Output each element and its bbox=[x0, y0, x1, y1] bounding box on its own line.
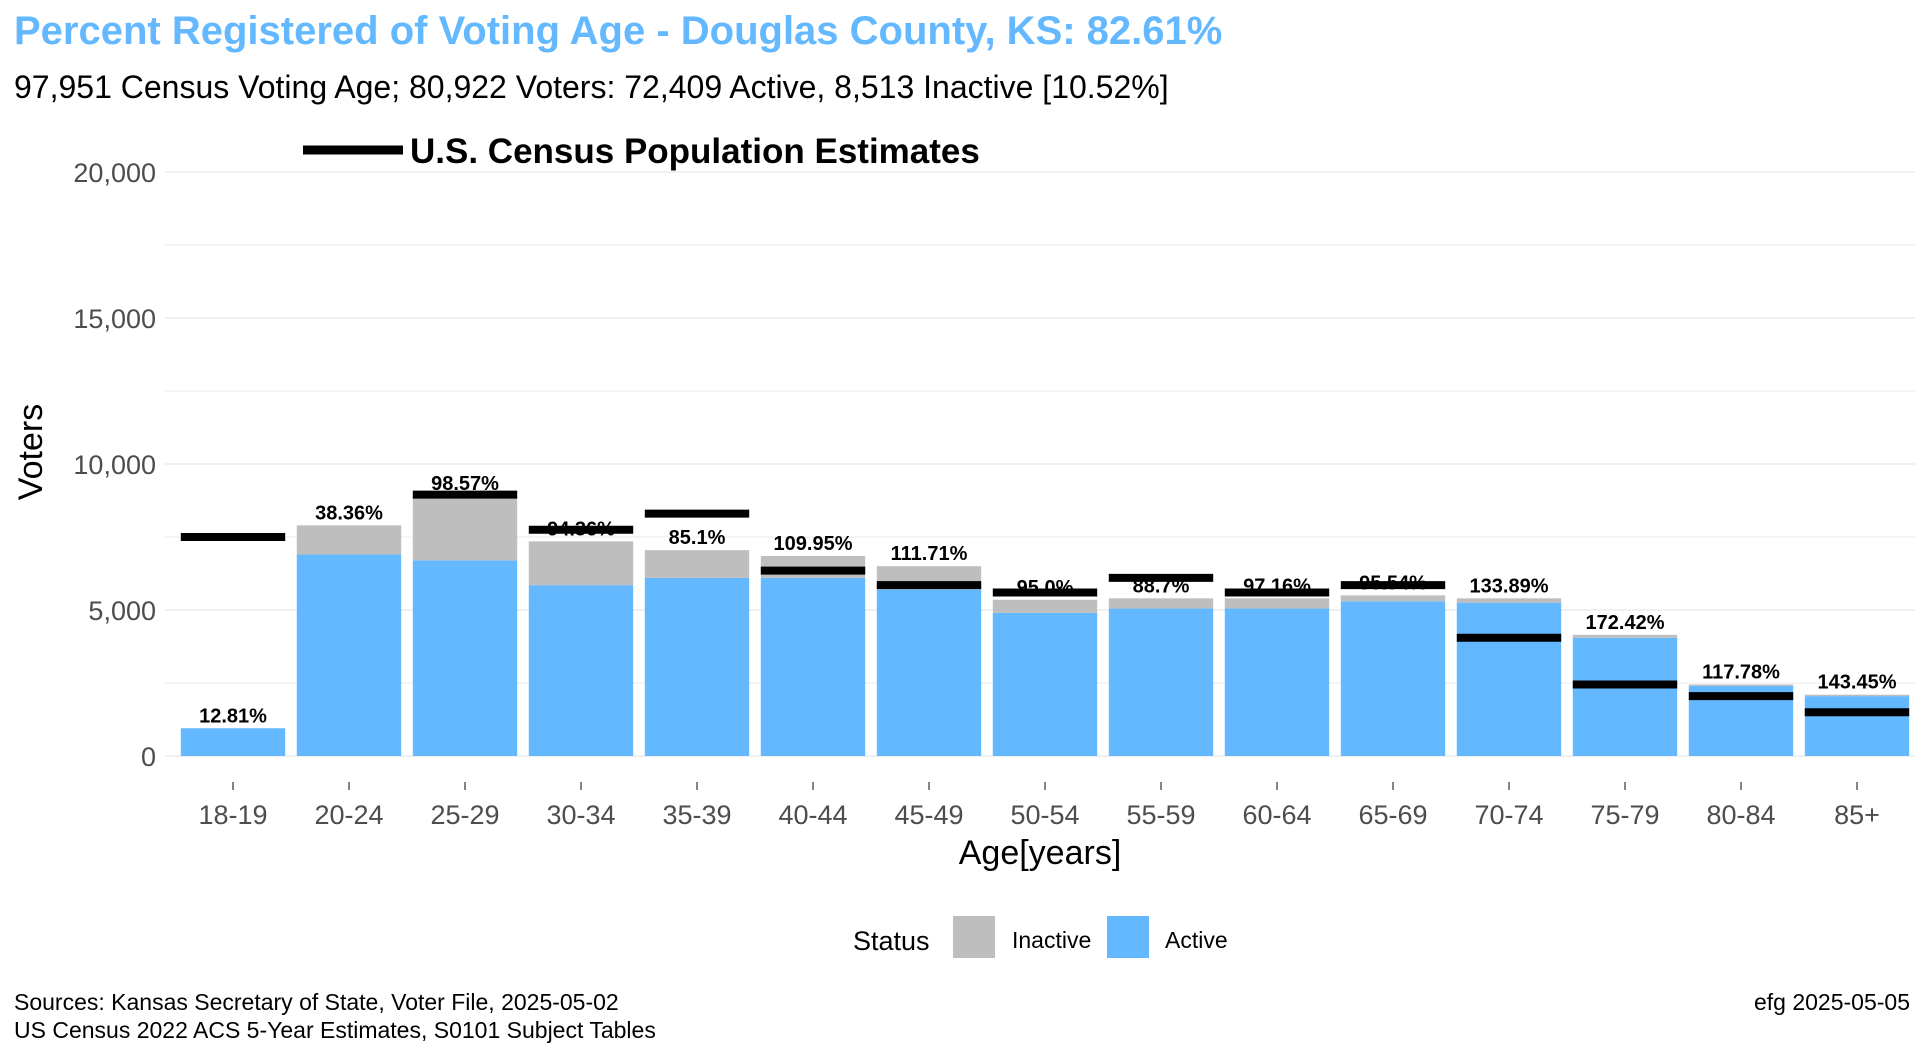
x-tick-label: 55-59 bbox=[1126, 800, 1195, 830]
percent-label: 97.16% bbox=[1243, 575, 1311, 597]
bar-inactive bbox=[1456, 598, 1562, 603]
bar-active bbox=[1804, 696, 1910, 756]
bar-active bbox=[760, 577, 866, 756]
percent-label: 172.42% bbox=[1586, 612, 1665, 634]
x-tick-label: 30-34 bbox=[546, 800, 615, 830]
bar-active bbox=[876, 589, 982, 756]
x-tick-label: 18-19 bbox=[198, 800, 267, 830]
x-tick-label: 80-84 bbox=[1706, 800, 1775, 830]
bar-inactive bbox=[1340, 595, 1446, 602]
bar-active bbox=[1224, 608, 1330, 756]
percent-labels: 12.81% 38.36% 98.57% 94.36% 85.1% 109.95% 111.… bbox=[199, 473, 1897, 727]
bar-inactive bbox=[1108, 598, 1214, 609]
percent-label: 117.78% bbox=[1702, 661, 1780, 683]
y-tick-label: 5,000 bbox=[88, 596, 156, 626]
census-legend-label: U.S. Census Population Estimates bbox=[410, 132, 980, 171]
bar-inactive bbox=[1688, 684, 1794, 686]
chart-subtitle: 97,951 Census Voting Age; 80,922 Voters:… bbox=[14, 69, 1169, 105]
bar-active bbox=[180, 728, 286, 756]
bar-active bbox=[296, 554, 402, 756]
x-tick-label: 50-54 bbox=[1010, 800, 1079, 830]
x-tick-label: 35-39 bbox=[662, 800, 731, 830]
percent-label: 133.89% bbox=[1470, 575, 1549, 597]
bar-inactive bbox=[1572, 634, 1678, 638]
bar-inactive bbox=[644, 550, 750, 578]
y-tick-label: 0 bbox=[141, 742, 156, 772]
legend-label-active: Active bbox=[1165, 927, 1228, 953]
bar-active bbox=[992, 612, 1098, 756]
bar-active bbox=[1572, 637, 1678, 756]
bar-inactive bbox=[412, 496, 518, 561]
percent-label: 109.95% bbox=[774, 533, 853, 555]
x-tick-label: 85+ bbox=[1834, 800, 1880, 830]
x-axis-title: Age[years] bbox=[959, 834, 1122, 872]
bar-active bbox=[528, 585, 634, 756]
bar-active bbox=[1108, 608, 1214, 756]
caption-sources-line2: US Census 2022 ACS 5-Year Estimates, S01… bbox=[14, 1017, 656, 1043]
legend-title: Status bbox=[853, 926, 930, 956]
bar-inactive bbox=[296, 525, 402, 555]
caption-sources-line1: Sources: Kansas Secretary of State, Vote… bbox=[14, 989, 619, 1015]
bar-active bbox=[1456, 602, 1562, 756]
legend-swatch-active bbox=[1107, 916, 1149, 958]
bars bbox=[180, 496, 1910, 756]
percent-label: 143.45% bbox=[1818, 672, 1897, 694]
y-axis-title: Voters bbox=[12, 404, 50, 500]
percent-label: 85.1% bbox=[669, 527, 726, 549]
bar-active bbox=[412, 560, 518, 756]
percent-label: 38.36% bbox=[315, 502, 383, 524]
x-tick-label: 40-44 bbox=[778, 800, 847, 830]
y-tick-label: 20,000 bbox=[73, 158, 156, 188]
legend-swatch-inactive bbox=[953, 916, 995, 958]
percent-label: 12.81% bbox=[199, 705, 267, 727]
bar-inactive bbox=[1224, 598, 1330, 609]
x-tick-label: 65-69 bbox=[1358, 800, 1427, 830]
percent-label: 95.0% bbox=[1017, 577, 1074, 599]
percent-label: 95.54% bbox=[1359, 572, 1427, 594]
bar-inactive bbox=[528, 541, 634, 586]
x-tick-label: 75-79 bbox=[1590, 800, 1659, 830]
x-tick-label: 60-64 bbox=[1242, 800, 1311, 830]
census-lines bbox=[180, 490, 1910, 717]
percent-label: 98.57% bbox=[431, 473, 499, 495]
x-tick-label: 45-49 bbox=[894, 800, 963, 830]
legend-label-inactive: Inactive bbox=[1012, 927, 1091, 953]
y-tick-label: 15,000 bbox=[73, 304, 156, 334]
percent-label: 88.7% bbox=[1133, 575, 1190, 597]
caption-date: efg 2025-05-05 bbox=[1754, 989, 1910, 1015]
x-tick-label: 25-29 bbox=[430, 800, 499, 830]
percent-label: 111.71% bbox=[891, 543, 968, 565]
bar-active bbox=[1340, 601, 1446, 756]
percent-label: 94.36% bbox=[547, 518, 615, 540]
bar-inactive bbox=[1804, 694, 1910, 697]
bar-active bbox=[644, 577, 750, 756]
bar-inactive bbox=[992, 599, 1098, 613]
x-tick-label: 70-74 bbox=[1474, 800, 1543, 830]
y-axis-ticks: 0 5,000 10,000 15,000 20,000 bbox=[73, 158, 156, 772]
x-tick-label: 20-24 bbox=[314, 800, 383, 830]
y-tick-label: 10,000 bbox=[73, 450, 156, 480]
x-axis-ticks: 18-19 20-24 25-29 30-34 35-39 40-44 45-49 50-54… bbox=[198, 782, 1880, 830]
chart-title: Percent Registered of Voting Age - Dougl… bbox=[14, 9, 1222, 53]
